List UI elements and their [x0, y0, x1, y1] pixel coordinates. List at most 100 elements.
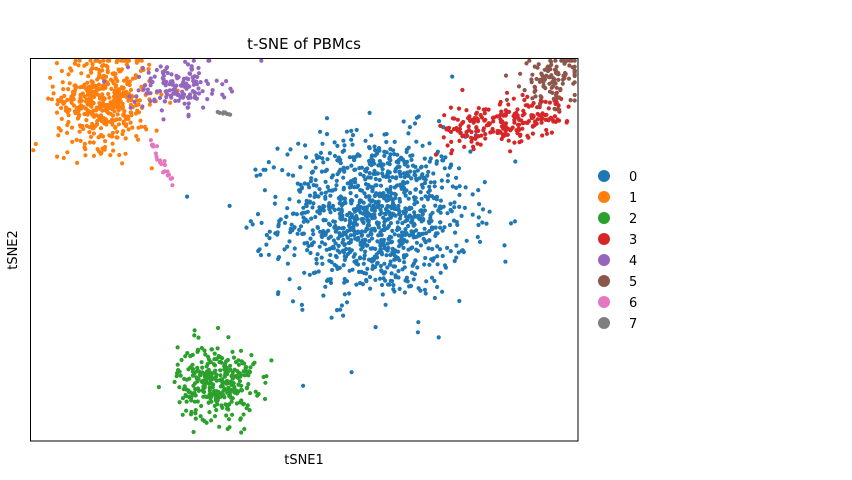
point-cluster-0: [356, 203, 361, 209]
point-cluster-4: [144, 91, 149, 96]
point-cluster-5: [541, 79, 546, 85]
point-cluster-5: [550, 79, 555, 85]
point-cluster-2: [233, 389, 238, 394]
point-cluster-0: [378, 263, 383, 269]
point-cluster-2: [264, 374, 269, 379]
point-cluster-1: [73, 83, 78, 88]
point-cluster-0: [285, 261, 290, 266]
point-cluster-3: [456, 106, 462, 111]
point-cluster-5: [549, 85, 554, 90]
point-cluster-0: [375, 239, 380, 244]
point-cluster-1: [114, 135, 119, 140]
point-cluster-0: [442, 225, 447, 230]
point-cluster-5: [530, 72, 535, 77]
point-cluster-0: [382, 196, 387, 201]
point-cluster-1: [55, 154, 60, 159]
point-cluster-0: [368, 175, 373, 180]
point-cluster-2: [234, 401, 239, 406]
point-cluster-0: [335, 248, 340, 253]
point-cluster-4: [167, 88, 172, 93]
point-cluster-0: [288, 226, 293, 232]
point-cluster-0: [393, 169, 398, 174]
point-cluster-0: [316, 194, 321, 199]
point-cluster-0: [432, 184, 437, 189]
point-cluster-1: [94, 66, 99, 71]
point-cluster-0: [303, 155, 309, 160]
point-cluster-3: [444, 126, 449, 131]
point-cluster-4: [180, 92, 185, 97]
point-cluster-0: [313, 165, 318, 170]
point-cluster-0: [317, 244, 322, 249]
point-cluster-0: [324, 247, 329, 252]
point-cluster-3: [456, 127, 461, 132]
point-cluster-0: [308, 250, 313, 256]
point-cluster-5: [532, 89, 537, 94]
point-cluster-1: [135, 108, 140, 113]
point-cluster-0: [250, 222, 255, 227]
point-cluster-2: [223, 387, 228, 392]
point-cluster-2: [226, 417, 232, 422]
legend-marker-2: [598, 212, 610, 224]
point-cluster-0: [401, 119, 406, 124]
point-cluster-5: [544, 73, 549, 78]
point-cluster-0: [373, 148, 378, 153]
point-cluster-3: [553, 101, 558, 106]
point-cluster-0: [502, 243, 507, 248]
point-cluster-4: [194, 96, 199, 101]
point-cluster-4: [136, 88, 141, 93]
point-cluster-0: [432, 278, 437, 283]
point-cluster-0: [368, 230, 373, 235]
point-cluster-3: [506, 126, 511, 131]
point-cluster-3: [483, 132, 488, 137]
point-cluster-0: [371, 203, 376, 208]
point-cluster-0: [285, 152, 290, 157]
point-cluster-0: [452, 205, 457, 210]
point-cluster-0: [345, 235, 350, 240]
point-cluster-1: [85, 88, 90, 93]
point-cluster-0: [309, 216, 314, 221]
point-cluster-1: [108, 153, 113, 158]
point-cluster-1: [59, 116, 64, 121]
point-cluster-0: [307, 185, 312, 190]
point-cluster-3: [461, 119, 466, 125]
point-cluster-0: [438, 225, 443, 230]
point-cluster-0: [344, 300, 350, 305]
point-cluster-0: [362, 253, 367, 258]
point-cluster-3: [539, 99, 545, 104]
point-cluster-1: [107, 95, 112, 100]
point-cluster-1: [99, 113, 104, 118]
point-cluster-1: [61, 155, 66, 161]
point-cluster-0: [335, 143, 340, 148]
point-cluster-0: [303, 143, 308, 148]
point-cluster-2: [225, 404, 230, 409]
point-cluster-0: [388, 278, 393, 283]
point-cluster-0: [296, 199, 301, 204]
point-cluster-2: [203, 394, 208, 399]
point-cluster-0: [379, 250, 384, 255]
point-cluster-0: [441, 158, 446, 163]
point-cluster-2: [230, 412, 235, 417]
point-cluster-2: [193, 408, 198, 413]
point-cluster-0: [413, 258, 418, 263]
point-cluster-0: [396, 158, 401, 163]
point-cluster-1: [65, 97, 70, 103]
point-cluster-0: [285, 244, 290, 249]
legend-label-0: 0: [629, 170, 637, 185]
point-cluster-5: [554, 85, 559, 90]
point-cluster-0: [477, 202, 482, 207]
point-cluster-0: [397, 199, 403, 204]
point-cluster-0: [302, 241, 307, 246]
point-cluster-0: [392, 191, 397, 196]
point-cluster-0: [371, 212, 376, 217]
point-cluster-6: [148, 138, 153, 143]
point-cluster-0: [470, 192, 475, 197]
point-cluster-2: [206, 354, 211, 359]
point-cluster-2: [217, 424, 222, 429]
point-cluster-0: [328, 234, 333, 239]
point-cluster-5: [549, 59, 554, 64]
point-cluster-2: [245, 403, 250, 408]
point-cluster-4: [148, 76, 153, 81]
point-cluster-0: [399, 186, 404, 191]
point-cluster-1: [130, 76, 136, 81]
point-cluster-0: [325, 184, 330, 189]
